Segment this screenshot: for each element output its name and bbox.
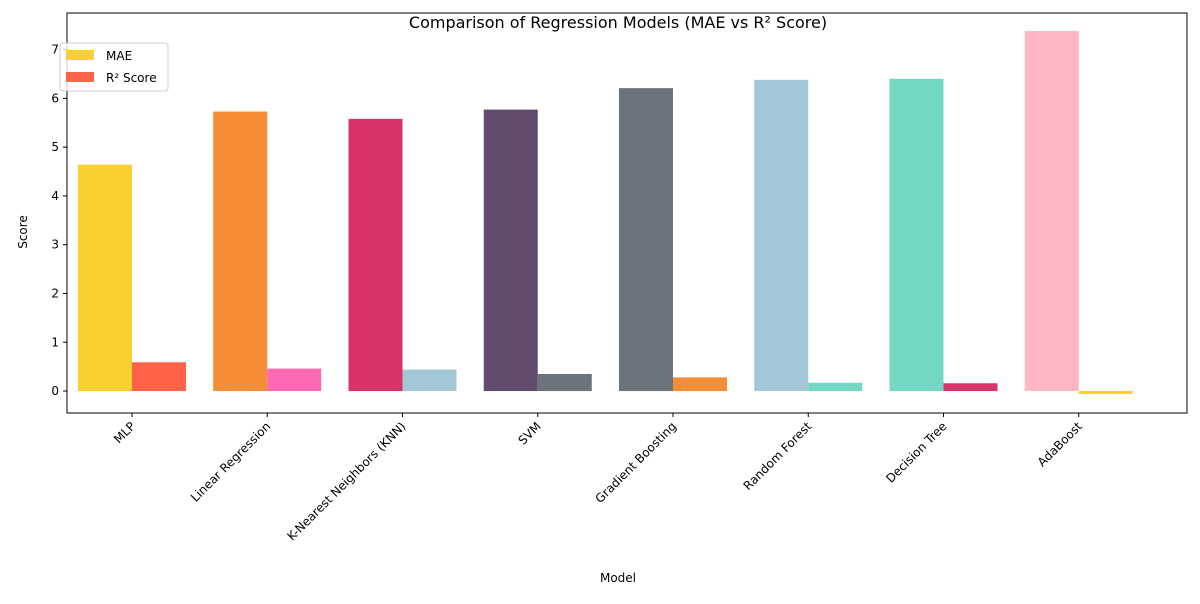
bar-r2-3	[537, 373, 592, 392]
y-tick-label: 0	[51, 384, 59, 398]
x-tick-label: K-Nearest Neighbors (KNN)	[284, 419, 408, 543]
bar-mae-1	[213, 111, 268, 392]
bar-mae-2	[348, 118, 403, 392]
x-axis-label: Model	[600, 571, 636, 585]
bar-mae-6	[889, 78, 944, 392]
legend: MAE R² Score	[59, 42, 169, 92]
x-tick-label: SVM	[515, 419, 543, 447]
bar-r2-7	[1078, 391, 1133, 394]
bar-r2-2	[402, 369, 457, 392]
bar-mae-4	[619, 88, 673, 392]
plot-frame	[66, 12, 1188, 414]
y-axis-ticks: 0 1 2 3 4 5 6 7	[51, 43, 67, 398]
y-tick-label: 4	[51, 189, 59, 203]
y-tick-label: 7	[51, 43, 59, 57]
chart-title: Comparison of Regression Models (MAE vs …	[409, 13, 827, 32]
x-tick-label: Decision Tree	[883, 419, 949, 485]
bar-r2-5	[808, 382, 863, 392]
y-tick-label: 2	[51, 286, 59, 300]
bar-mae-3	[483, 109, 538, 392]
legend-label-r2-score: R² Score	[106, 71, 157, 85]
bar-r2-6	[943, 383, 998, 392]
bar-mae-5	[754, 79, 809, 392]
y-tick-label: 5	[51, 140, 59, 154]
bar-mae-7	[1024, 31, 1079, 392]
bar-mae-0	[78, 164, 132, 392]
x-tick-label: Linear Regression	[188, 419, 273, 504]
y-axis-label: Score	[16, 215, 30, 249]
legend-swatch-r2-score	[66, 72, 94, 82]
y-tick-label: 3	[51, 238, 59, 252]
x-tick-label: Gradient Boosting	[593, 419, 680, 506]
x-tick-label: MLP	[111, 419, 138, 446]
y-tick-label: 6	[51, 91, 59, 105]
legend-label-mae: MAE	[106, 49, 132, 63]
x-tick-label: Random Forest	[741, 419, 815, 493]
x-axis-ticks: MLP Linear Regression K-Nearest Neighbors …	[111, 413, 1085, 543]
bar-r2-4	[673, 377, 727, 392]
legend-swatch-mae	[66, 50, 94, 60]
bar-r2-0	[132, 362, 186, 392]
bars-group	[78, 31, 1133, 394]
x-tick-label: AdaBoost	[1035, 419, 1085, 469]
y-tick-label: 1	[51, 335, 59, 349]
bar-r2-1	[267, 368, 322, 392]
